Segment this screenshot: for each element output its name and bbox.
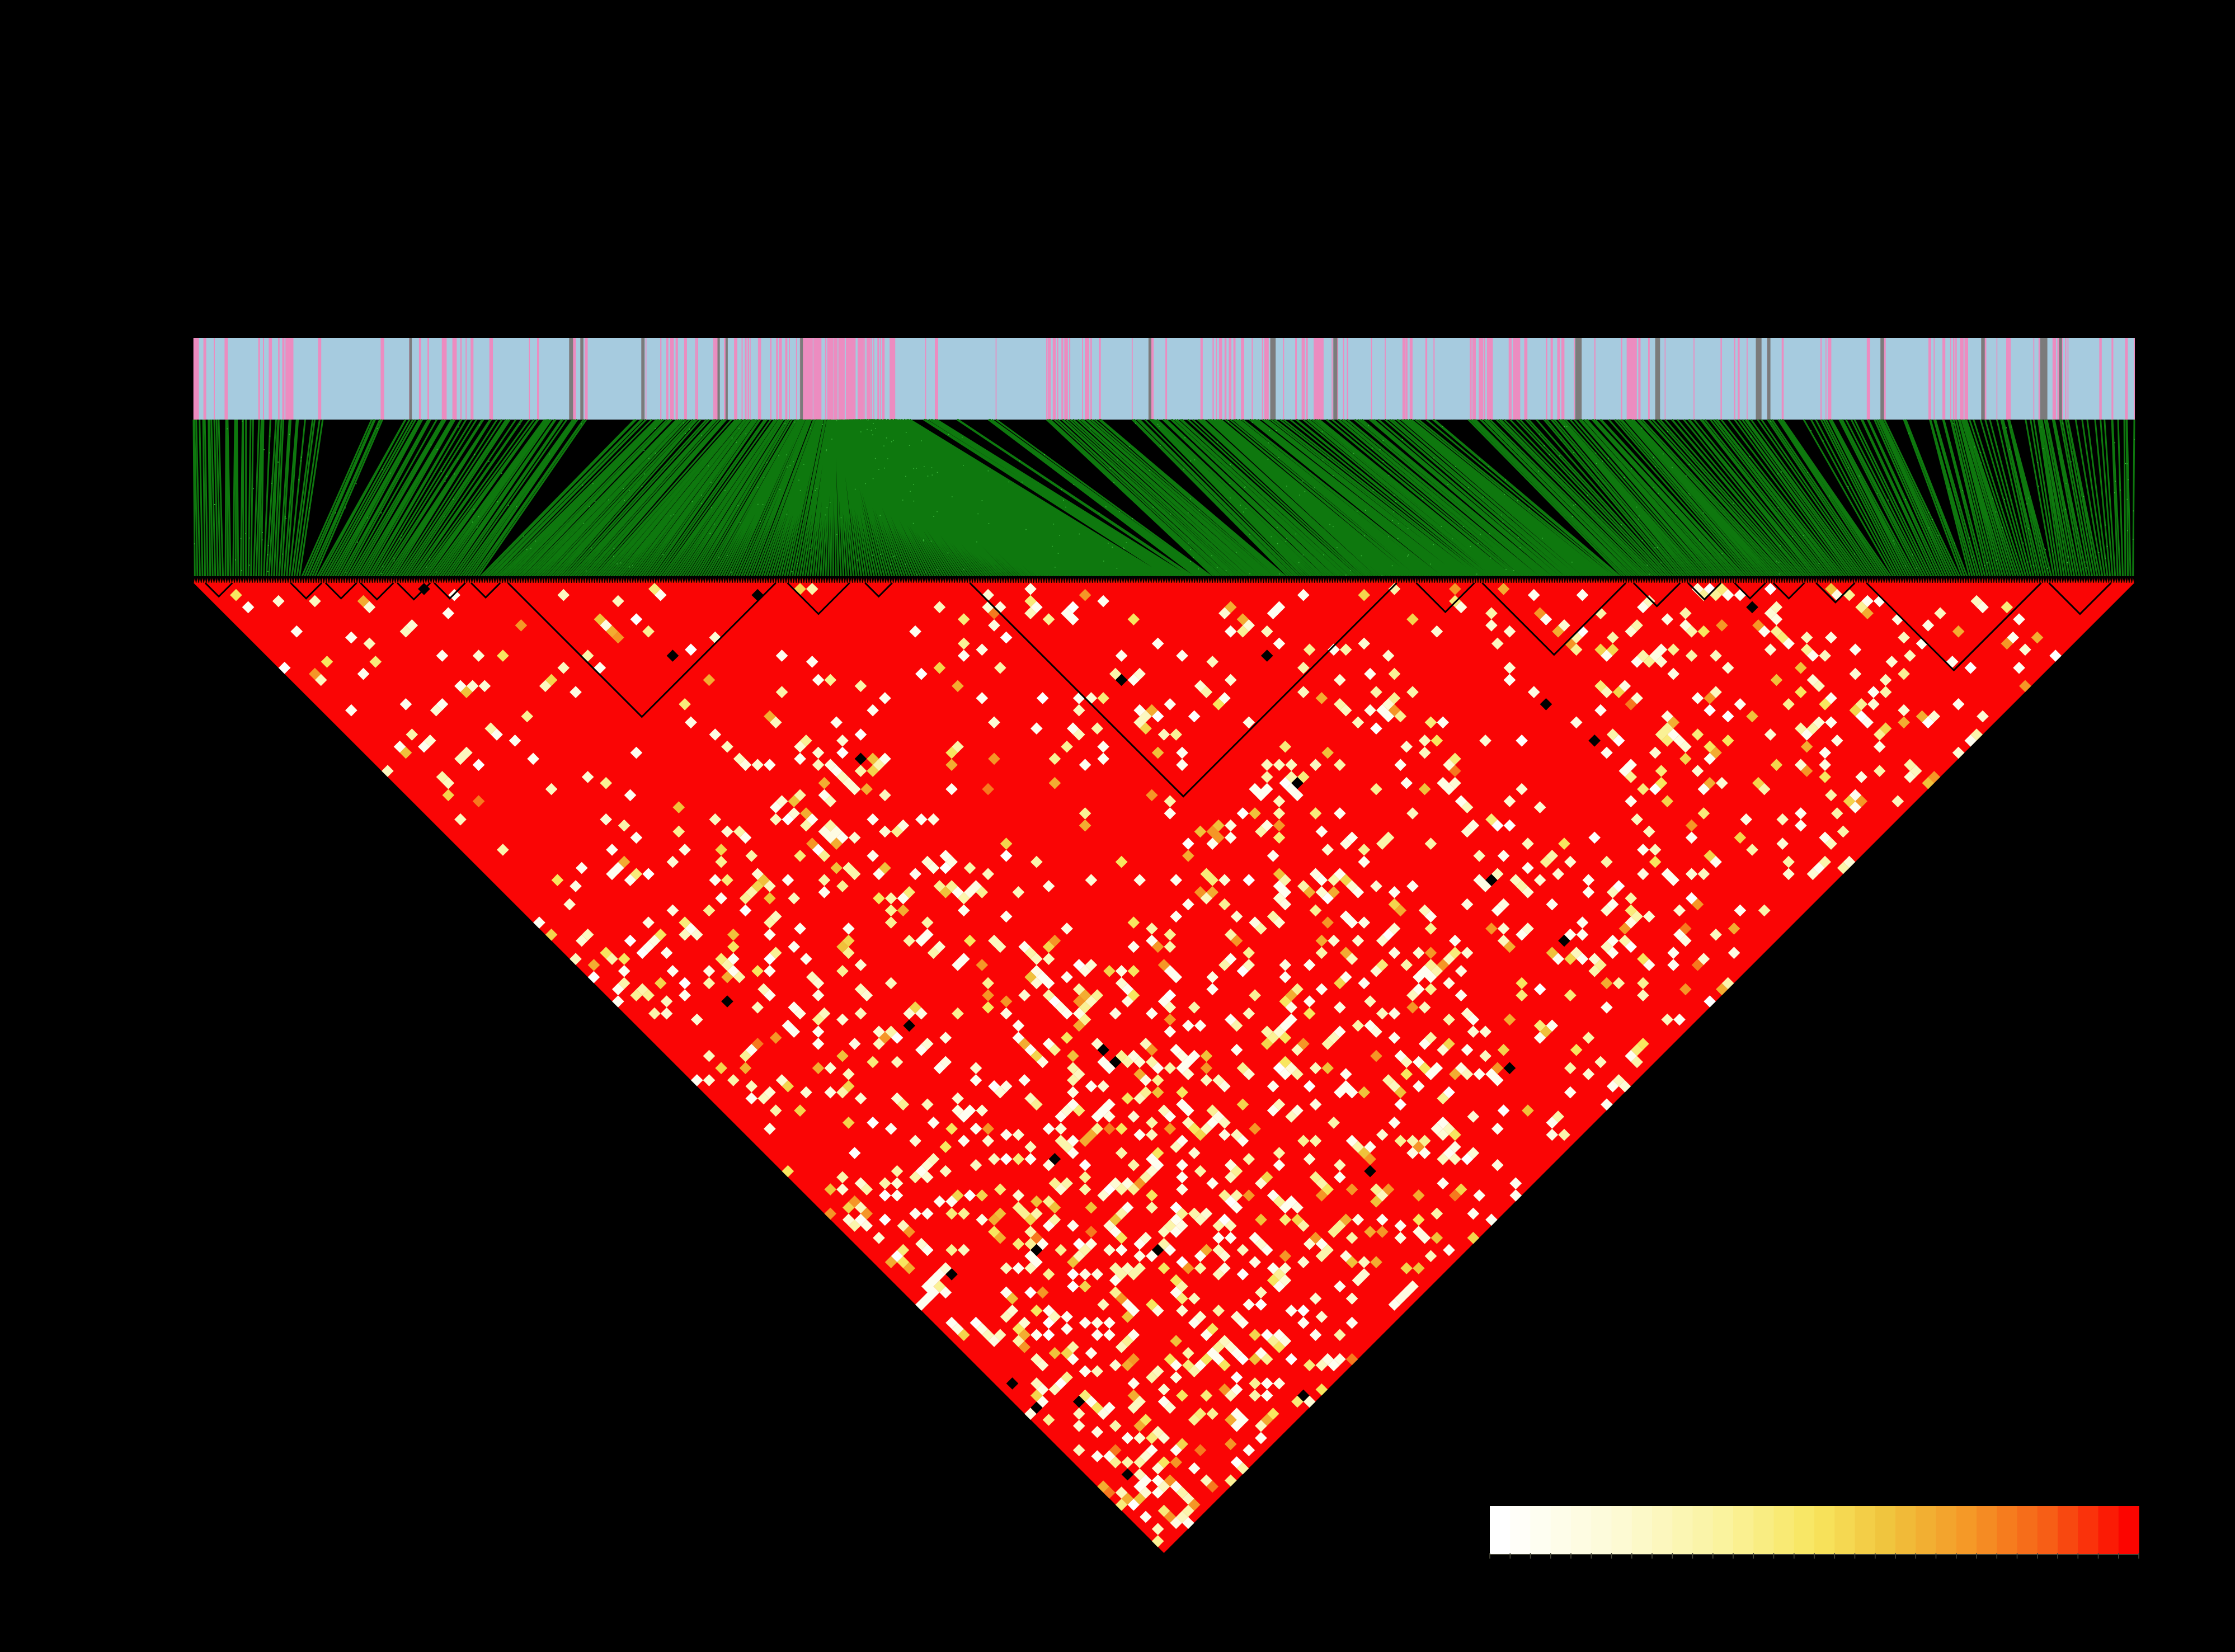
haplotype-block-outlines: [204, 582, 2112, 798]
ld-matrix-cells: [230, 583, 2062, 1547]
ld-triangle-background: [194, 583, 2134, 1553]
physical-position-bar: [194, 338, 2134, 420]
snp-tick-row: [194, 576, 2134, 583]
color-scale-bar: [1489, 1506, 2139, 1559]
snp-position-stripes: [193, 338, 2135, 420]
snp-connector-fan: [192, 418, 2135, 577]
